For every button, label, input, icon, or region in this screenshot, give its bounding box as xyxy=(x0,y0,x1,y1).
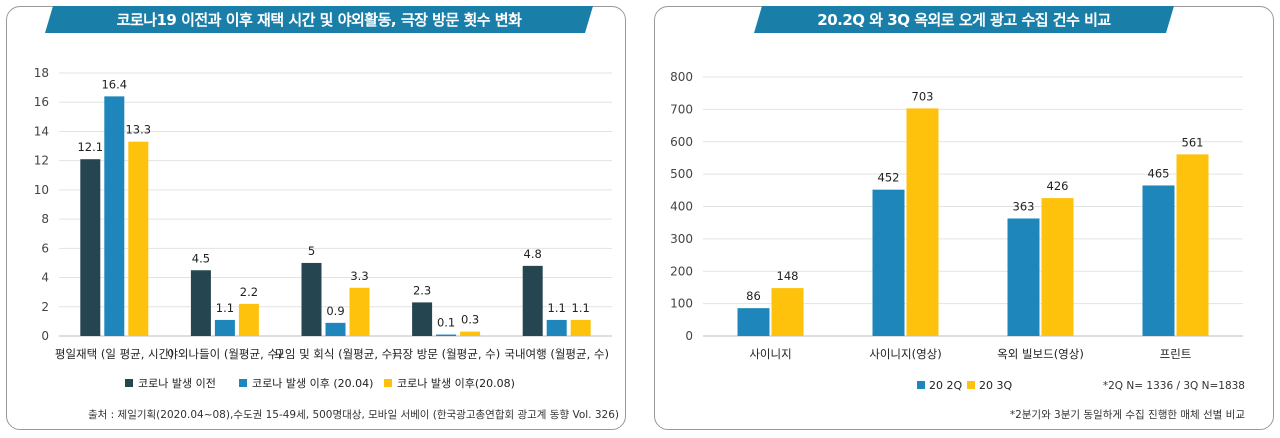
data-label: 2.2 xyxy=(240,285,258,299)
legend-swatch xyxy=(917,381,925,389)
data-label: 2.3 xyxy=(413,283,431,297)
data-label: 363 xyxy=(1013,199,1035,213)
bar xyxy=(325,322,346,336)
data-label: 3.3 xyxy=(350,269,368,283)
y-tick-label: 14 xyxy=(34,124,49,138)
data-label: 13.3 xyxy=(125,123,151,137)
bar xyxy=(1142,185,1175,336)
y-tick-label: 0 xyxy=(41,329,49,343)
y-tick-label: 700 xyxy=(670,102,693,116)
legend-label: 코로나 발생 이전 xyxy=(138,377,216,390)
bar xyxy=(412,302,433,336)
footer-note: *2분기와 3분기 동일하게 수집 진행한 매체 선별 비교 xyxy=(1010,408,1246,421)
y-tick-label: 400 xyxy=(670,200,693,214)
y-tick-label: 18 xyxy=(34,66,49,80)
right-bar-chart: 0 100 200 300 400 500 600 700 800 86 148 사이니지 452 703… xyxy=(670,70,1246,421)
bar xyxy=(546,319,567,336)
bar xyxy=(1007,218,1040,336)
y-tick-label: 12 xyxy=(34,154,49,168)
y-tick-label: 200 xyxy=(670,264,693,278)
x-tick-label: 야외나들이 (월평균, 수) xyxy=(167,347,282,361)
bar xyxy=(238,303,259,336)
y-tick-label: 2 xyxy=(41,300,49,314)
x-tick-label: 프린트 xyxy=(1160,347,1192,361)
bar xyxy=(1041,198,1074,336)
data-label: 1.1 xyxy=(216,301,234,315)
bar xyxy=(214,319,235,336)
y-tick-label: 4 xyxy=(41,271,49,285)
legend-label: 20 3Q xyxy=(979,379,1012,392)
bar xyxy=(522,265,543,336)
x-tick-label: 모임 및 회식 (월평균, 수) xyxy=(274,347,396,361)
data-label: 4.8 xyxy=(524,247,542,261)
data-label: 703 xyxy=(912,89,934,103)
data-label: 12.1 xyxy=(77,140,103,154)
right-chart-panel: 20.2Q 와 3Q 옥외로 오게 광고 수집 건수 비교 0 100 200 300… xyxy=(654,6,1274,430)
x-tick-label: 평일재택 (일 평균, 시간) xyxy=(55,347,174,361)
source-note: 출처 : 제일기획(2020.04~08),수도권 15-49세, 500명대상… xyxy=(88,408,619,421)
bar xyxy=(436,334,457,336)
data-label: 0.9 xyxy=(326,304,344,318)
left-bar-chart: 0 2 4 6 8 10 12 14 16 18 12.1 16.4 13.3 평일재택 (일 평균, 시… xyxy=(34,66,619,421)
data-label: 465 xyxy=(1148,166,1170,180)
data-label: 561 xyxy=(1182,135,1204,149)
x-tick-label: 극장 방문 (월평균, 수) xyxy=(392,347,500,361)
legend-swatch xyxy=(384,379,392,387)
y-tick-label: 0 xyxy=(685,329,693,343)
data-label: 86 xyxy=(746,289,761,303)
y-tick-label: 500 xyxy=(670,167,693,181)
bar xyxy=(80,159,101,336)
data-label: 0.3 xyxy=(461,313,479,327)
data-label: 4.5 xyxy=(192,251,210,265)
bar xyxy=(460,331,481,336)
y-tick-label: 300 xyxy=(670,232,693,246)
data-label: 5 xyxy=(308,244,315,258)
bar xyxy=(771,288,804,336)
data-label: 426 xyxy=(1047,179,1069,193)
data-label: 1.1 xyxy=(572,301,590,315)
legend-swatch xyxy=(125,379,133,387)
left-chart-title: 코로나19 이전과 이후 재택 시간 및 야외활동, 극장 방문 횟수 변화 xyxy=(45,6,593,33)
bar xyxy=(349,287,370,336)
right-chart-title: 20.2Q 와 3Q 옥외로 오게 광고 수집 건수 비교 xyxy=(754,6,1174,33)
y-tick-label: 6 xyxy=(41,241,49,255)
legend-swatch xyxy=(239,379,247,387)
y-tick-label: 600 xyxy=(670,135,693,149)
legend-label: 코로나 발생 이후(20.08) xyxy=(397,377,515,390)
bar xyxy=(301,262,322,336)
legend-label: 20 2Q xyxy=(929,379,962,392)
bar xyxy=(872,189,905,336)
data-label: 1.1 xyxy=(548,301,566,315)
legend-swatch xyxy=(967,381,975,389)
bar xyxy=(906,108,939,336)
x-tick-label: 국내여행 (월평균, 수) xyxy=(504,347,609,361)
bar xyxy=(1176,154,1209,336)
y-tick-label: 16 xyxy=(34,95,49,109)
data-label: 0.1 xyxy=(437,316,455,330)
bar xyxy=(128,141,149,336)
sample-size-note: *2Q N= 1336 / 3Q N=1838 xyxy=(1103,380,1245,392)
y-tick-label: 10 xyxy=(34,183,49,197)
left-chart-panel: 코로나19 이전과 이후 재택 시간 및 야외활동, 극장 방문 횟수 변화 0… xyxy=(6,6,626,430)
y-tick-label: 100 xyxy=(670,297,693,311)
bar xyxy=(570,319,591,336)
y-tick-label: 800 xyxy=(670,70,693,84)
bar xyxy=(737,308,770,336)
bar xyxy=(104,96,125,336)
bar xyxy=(190,270,211,336)
y-tick-label: 8 xyxy=(41,212,49,226)
data-label: 148 xyxy=(777,269,799,283)
data-label: 452 xyxy=(878,171,900,185)
x-tick-label: 옥외 빌보드(영상) xyxy=(997,347,1084,361)
legend-label: 코로나 발생 이후 (20.04) xyxy=(252,377,373,390)
x-tick-label: 사이니지 xyxy=(749,347,791,361)
data-label: 16.4 xyxy=(101,77,127,91)
x-tick-label: 사이니지(영상) xyxy=(869,347,941,361)
